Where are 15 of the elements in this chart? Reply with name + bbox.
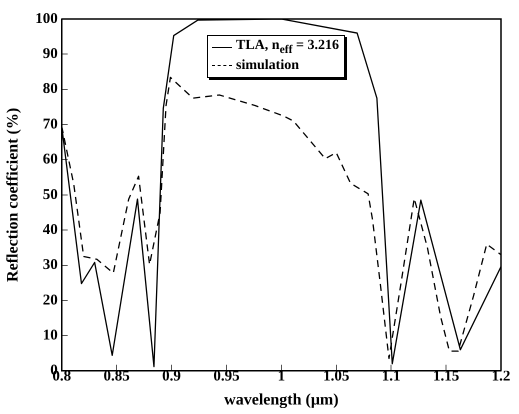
y-tick-label: 60 xyxy=(42,152,58,168)
y-tick-label: 100 xyxy=(35,10,58,27)
y-tick-label: 10 xyxy=(42,327,58,344)
y-tick-label: 40 xyxy=(42,222,58,238)
y-tick-label: 90 xyxy=(42,46,58,62)
y-tick-label: 30 xyxy=(42,257,58,274)
legend-label: simulation xyxy=(236,58,300,74)
x-axis-title: wavelength (μm) xyxy=(224,392,339,409)
y-tick-label: 20 xyxy=(42,292,58,308)
y-tick-label: 70 xyxy=(42,116,58,132)
y-tick-label: 50 xyxy=(42,186,58,203)
y-tick-label: 80 xyxy=(42,81,58,98)
legend-label: TLA, n$_{eff}$ = 3.216 xyxy=(236,38,339,58)
x-tick-label: 1.2 xyxy=(492,368,510,385)
y-axis-title: Reflection coefficient (%) xyxy=(4,108,22,282)
